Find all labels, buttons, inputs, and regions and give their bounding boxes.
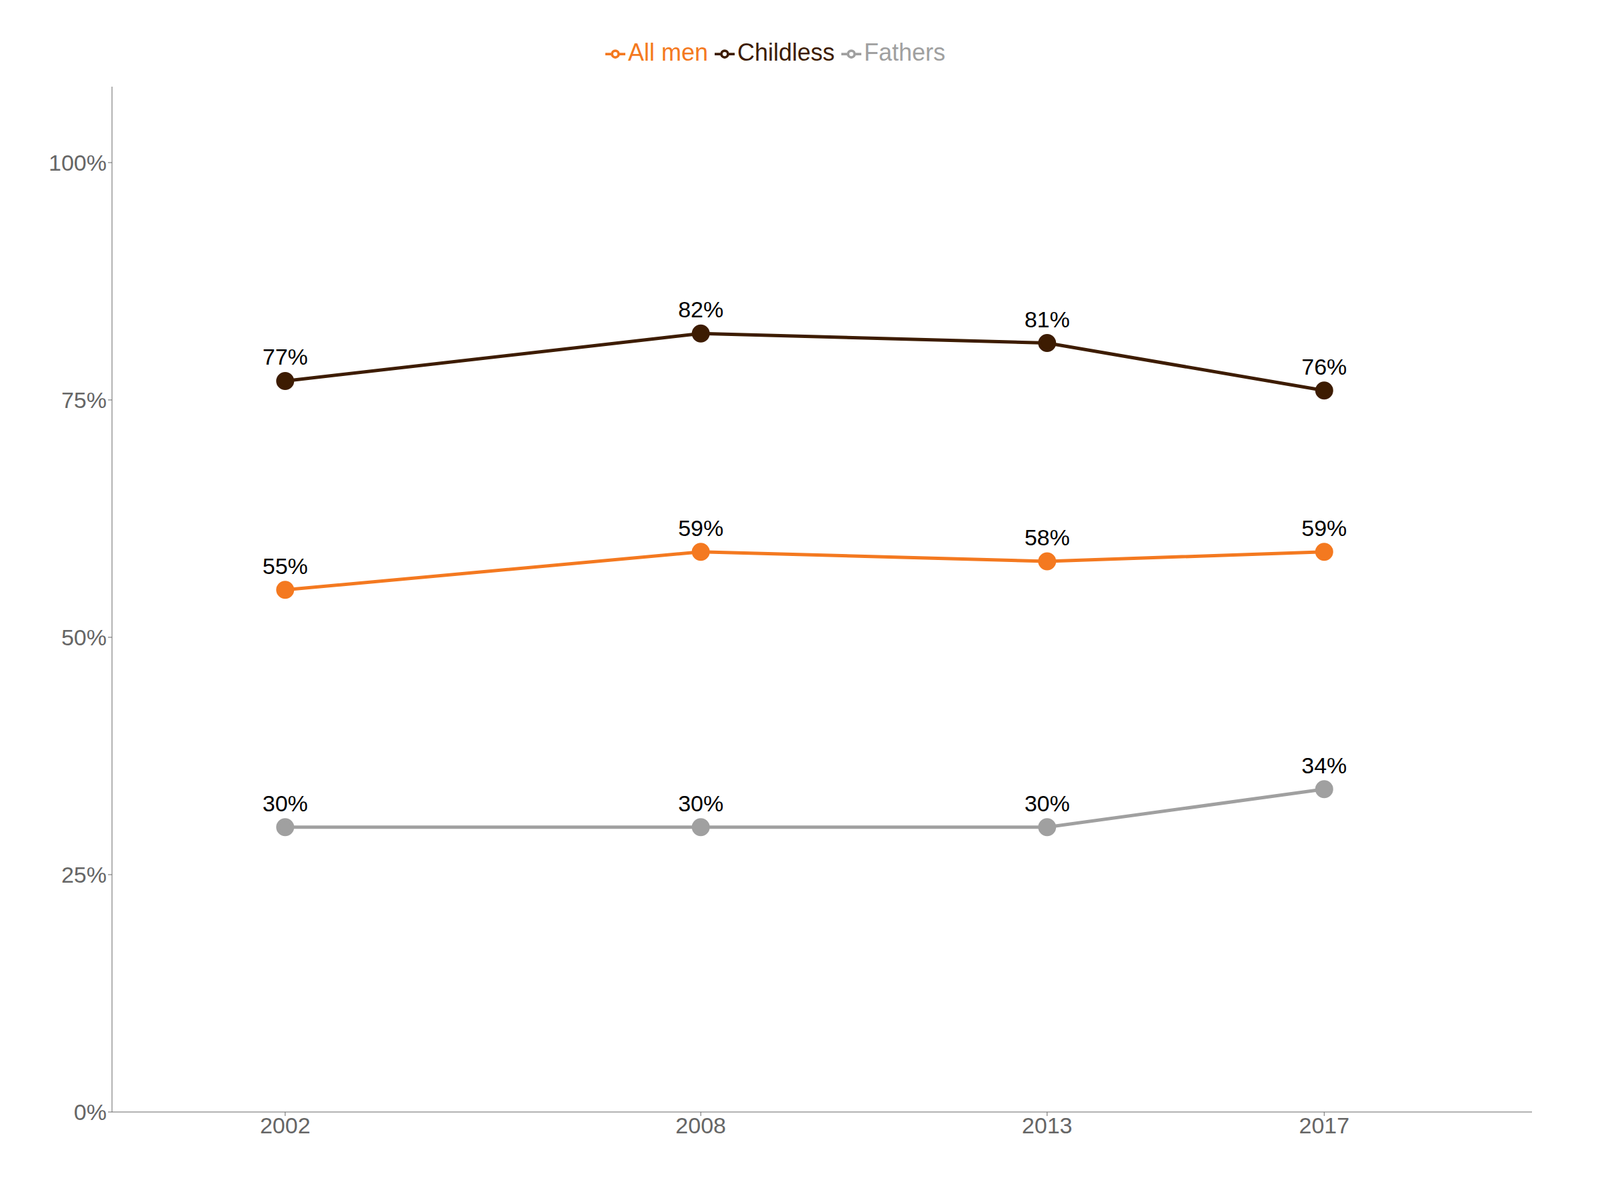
- svg-text:30%: 30%: [262, 790, 308, 816]
- svg-text:76%: 76%: [1301, 354, 1347, 380]
- svg-text:2002: 2002: [260, 1112, 311, 1138]
- html-text:Fathers: Fathers: [864, 38, 946, 66]
- svg-text:34%: 34%: [1301, 752, 1347, 778]
- svg-text:2013: 2013: [1022, 1112, 1073, 1138]
- svg-text:100%: 100%: [48, 150, 107, 176]
- svg-text:75%: 75%: [61, 387, 107, 413]
- svg-text:82%: 82%: [678, 296, 724, 322]
- svg-text:55%: 55%: [262, 553, 308, 579]
- svg-text:2017: 2017: [1298, 1112, 1350, 1138]
- svg-text:59%: 59%: [1301, 515, 1347, 541]
- svg-text:0%: 0%: [74, 1099, 107, 1125]
- svg-text:2008: 2008: [675, 1112, 726, 1138]
- svg-text:77%: 77%: [262, 344, 308, 370]
- svg-text:58%: 58%: [1024, 524, 1070, 550]
- svg-text:50%: 50%: [61, 624, 107, 650]
- html-text:Childless: Childless: [737, 38, 835, 66]
- svg-text:59%: 59%: [678, 515, 724, 541]
- svg-text:81%: 81%: [1024, 306, 1070, 332]
- svg-text:30%: 30%: [1024, 790, 1070, 816]
- svg-text:25%: 25%: [61, 862, 107, 888]
- html-text:All men: All men: [627, 38, 708, 66]
- svg-text:30%: 30%: [678, 790, 724, 816]
